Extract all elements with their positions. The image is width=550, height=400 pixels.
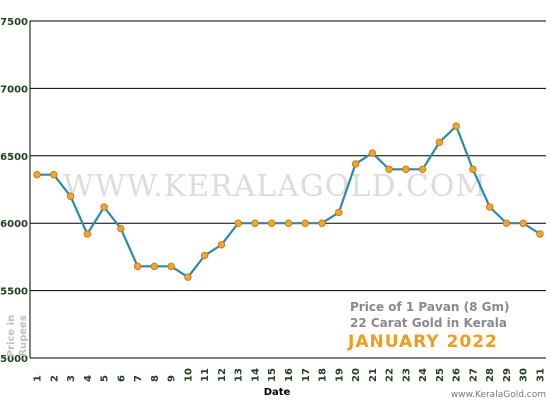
data-point <box>66 192 75 200</box>
data-point <box>385 165 393 173</box>
x-tick-label: 9 <box>167 375 178 382</box>
y-tick-label: 37000 <box>0 84 28 95</box>
x-tick-label: 10 <box>183 368 194 382</box>
x-tick-label: 29 <box>502 368 513 382</box>
data-point <box>33 170 41 179</box>
x-tick-label: 13 <box>234 368 245 382</box>
x-tick-label: 18 <box>318 368 329 382</box>
data-point <box>217 241 226 249</box>
y-tick-label: 37500 <box>0 17 28 28</box>
y-tick-label: 35000 <box>0 354 28 365</box>
x-tick-label: 23 <box>401 368 412 382</box>
y-tick-label: 36000 <box>0 219 28 230</box>
y-axis-label-line1: Price in <box>6 315 17 357</box>
data-point <box>469 165 477 173</box>
x-tick-label: 14 <box>250 368 261 382</box>
data-point <box>351 160 360 168</box>
data-point <box>402 165 410 173</box>
data-point <box>117 224 125 233</box>
data-point <box>284 219 293 227</box>
data-point <box>301 219 309 227</box>
data-point <box>184 273 192 281</box>
x-tick-label: 21 <box>368 368 379 382</box>
x-tick-label: 8 <box>150 375 161 382</box>
data-point <box>502 219 511 227</box>
y-tick-label: 36500 <box>0 152 28 163</box>
x-tick-label: 24 <box>418 368 429 382</box>
data-point <box>486 203 494 211</box>
y-axis-label-line2: Rupees <box>18 315 29 357</box>
series <box>33 122 544 281</box>
x-tick-label: 5 <box>100 375 111 382</box>
x-tick-label: 20 <box>351 368 362 382</box>
data-point <box>234 219 242 227</box>
data-point <box>435 138 444 147</box>
x-tick-label: 4 <box>83 375 94 382</box>
data-point <box>368 149 377 157</box>
data-point <box>318 219 326 227</box>
x-tick-label: 7 <box>133 375 144 382</box>
footer-url: www.KeralaGold.com <box>451 390 546 400</box>
data-point <box>268 219 276 227</box>
x-tick-label: 3 <box>66 375 77 382</box>
data-point <box>150 262 159 271</box>
x-tick-label: 1 <box>33 375 44 382</box>
x-tick-label: 31 <box>536 368 547 382</box>
x-tick-label: 6 <box>116 375 127 382</box>
x-tick-label: 30 <box>519 368 530 382</box>
data-point <box>100 203 108 211</box>
watermark-text: WWW.KERALAGOLD.COM <box>63 169 487 204</box>
x-tick-label: 22 <box>385 368 396 382</box>
x-tick-label: 16 <box>284 368 295 382</box>
data-point <box>519 219 527 227</box>
x-tick-label: 11 <box>200 368 211 382</box>
info-line1: Price of 1 Pavan (8 Gm) <box>350 300 510 314</box>
data-point <box>200 251 209 260</box>
data-point <box>83 230 91 238</box>
x-tick-label: 26 <box>452 368 463 382</box>
x-tick-label: 28 <box>485 368 496 382</box>
x-tick-label: 19 <box>334 368 345 382</box>
x-tick-label: 17 <box>301 368 312 382</box>
info-line2: 22 Carat Gold in Kerala <box>350 316 507 330</box>
data-point <box>133 262 142 271</box>
info-month: JANUARY 2022 <box>347 332 498 352</box>
data-point <box>452 122 460 130</box>
axes: 3500035500360003650037000375001234567891… <box>0 17 547 382</box>
x-axis-label: Date <box>264 387 291 398</box>
data-point <box>167 262 175 271</box>
x-tick-label: 2 <box>49 375 60 382</box>
x-tick-label: 12 <box>217 368 228 382</box>
data-point <box>536 230 544 238</box>
data-point <box>50 170 58 179</box>
x-tick-label: 15 <box>267 368 278 382</box>
x-tick-label: 25 <box>435 368 446 382</box>
y-tick-label: 35500 <box>0 287 28 298</box>
x-tick-label: 27 <box>468 368 479 382</box>
data-point <box>418 165 427 173</box>
data-point <box>335 208 343 217</box>
data-point <box>251 219 259 227</box>
